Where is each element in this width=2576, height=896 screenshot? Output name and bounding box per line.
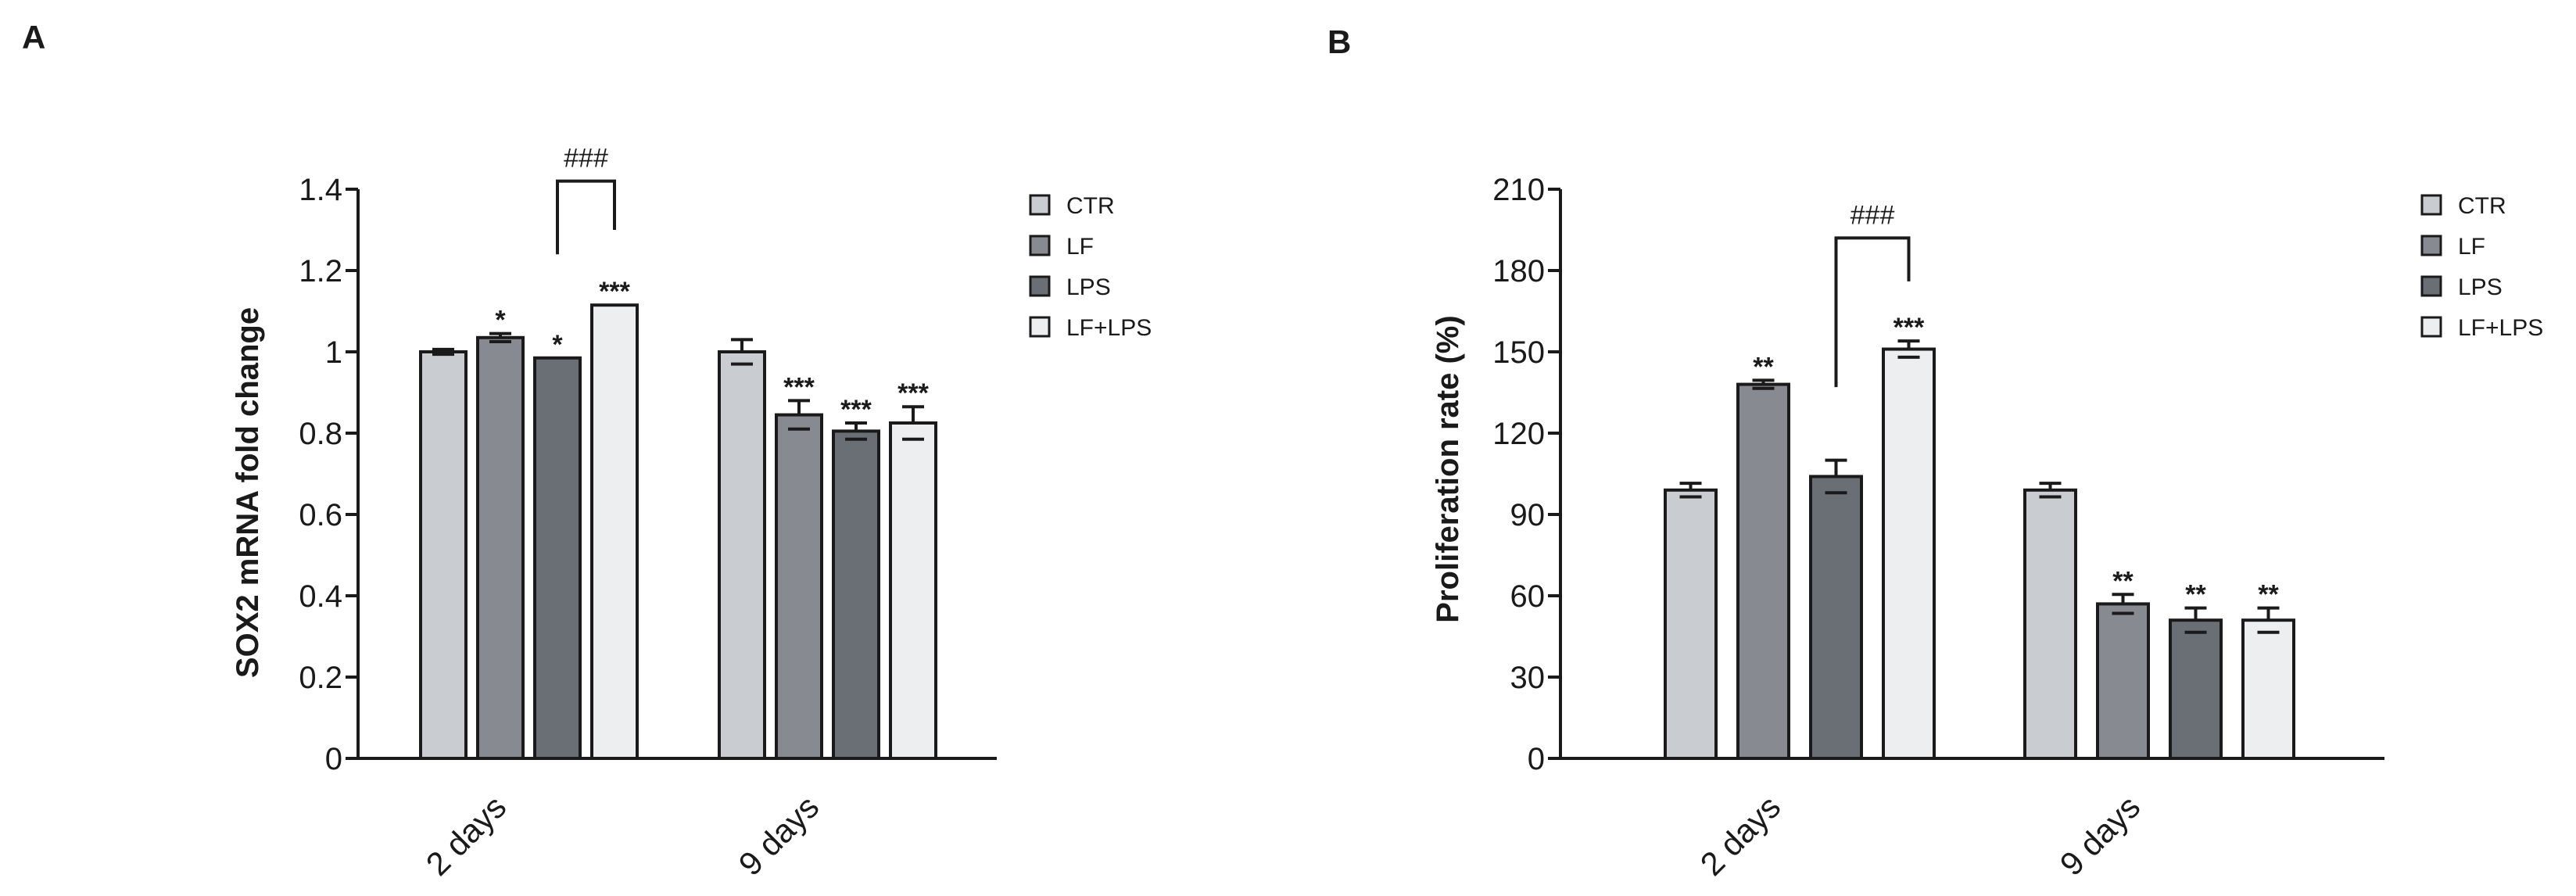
legend-label: LF (2458, 234, 2485, 260)
x-category-label: 9 days (732, 788, 826, 883)
legend-label: LPS (1066, 274, 1111, 300)
significance-label: *** (599, 277, 630, 306)
y-tick-label: 90 (1510, 498, 1546, 532)
legend-label: LPS (2458, 274, 2503, 300)
bar-lf-0 (1736, 382, 1790, 760)
bracket-label: ### (1850, 200, 1895, 230)
bar-ctr-0 (419, 350, 468, 760)
y-tick-label: 0 (325, 742, 342, 776)
comparison-bracket (1834, 236, 1911, 388)
panel-b: B Proliferation rate (%) 0 30 60 90 120 150 18… (1327, 23, 2543, 883)
significance-label: *** (1893, 313, 1925, 342)
bracket-label: ### (564, 144, 608, 174)
y-axis-label-a: SOX2 mRNA fold change (231, 307, 265, 678)
y-tick-label: 180 (1492, 254, 1545, 289)
bar-lf-0 (476, 335, 525, 760)
y-tick-label: 60 (1510, 579, 1546, 614)
y-tick-label: 1 (325, 335, 342, 370)
bar-lps-1 (832, 429, 880, 761)
bar-ctr-0 (1664, 488, 1718, 760)
y-tick-label: 0.4 (299, 579, 342, 614)
y-tick-label: 0 (1528, 742, 1545, 776)
y-axis-label-b: Proliferation rate (%) (1431, 315, 1465, 622)
significance-label: ** (1753, 352, 1774, 382)
significance-label: ** (2112, 566, 2134, 596)
legend-swatch (2420, 275, 2442, 297)
y-tick-label: 30 (1510, 661, 1546, 695)
legend-swatch (2420, 235, 2442, 256)
bar-lps-0 (1809, 475, 1863, 760)
x-category-label: 2 days (1693, 788, 1788, 883)
bar-lf-lps-0 (590, 303, 639, 760)
legend-label: LF+LPS (1066, 315, 1152, 341)
legend-label: CTR (2458, 193, 2506, 219)
y-tick-label: 210 (1492, 173, 1545, 207)
legend-swatch (2420, 316, 2442, 338)
y-tick-label: 1.4 (299, 173, 342, 207)
legend-swatch (2420, 194, 2442, 216)
bar-lps-1 (2169, 618, 2223, 761)
bar-lps-0 (533, 356, 582, 760)
y-tick-label: 120 (1492, 417, 1545, 451)
bar-lf-1 (2096, 602, 2150, 761)
significance-label: * (552, 330, 563, 360)
legend-swatch (1029, 275, 1051, 297)
y-tick-label: 0.8 (299, 417, 342, 451)
bar-ctr-1 (718, 350, 766, 760)
legend-label: LF+LPS (2458, 315, 2543, 341)
legend-swatch (1029, 235, 1051, 256)
panel-a: A SOX2 mRNA fold change 0 0.2 0.4 0.6 0.8 1 1.… (22, 19, 1152, 883)
bar-lf-lps-1 (2241, 618, 2295, 761)
legend-label: LF (1066, 234, 1094, 260)
bar-lf-lps-0 (1882, 347, 1936, 760)
significance-label: *** (783, 372, 815, 402)
x-category-label: 9 days (2053, 788, 2148, 883)
legend-label: CTR (1066, 193, 1115, 219)
legend-swatch (1029, 316, 1051, 338)
y-tick-label: 150 (1492, 335, 1545, 370)
panel-letter-a: A (22, 19, 45, 56)
significance-label: ** (2258, 580, 2279, 610)
significance-label: * (495, 306, 506, 335)
legend-swatch (1029, 194, 1051, 216)
x-category-label: 2 days (419, 788, 514, 883)
bar-ctr-1 (2023, 488, 2077, 760)
y-tick-label: 0.2 (299, 661, 342, 695)
panel-letter-b: B (1327, 23, 1351, 60)
comparison-bracket (556, 179, 616, 255)
significance-label: ** (2185, 580, 2206, 610)
bar-lf-1 (775, 413, 823, 760)
significance-label: *** (897, 378, 929, 408)
significance-label: *** (840, 395, 872, 425)
bar-lf-lps-1 (889, 421, 937, 760)
y-tick-label: 0.6 (299, 498, 342, 532)
y-tick-label: 1.2 (299, 254, 342, 289)
